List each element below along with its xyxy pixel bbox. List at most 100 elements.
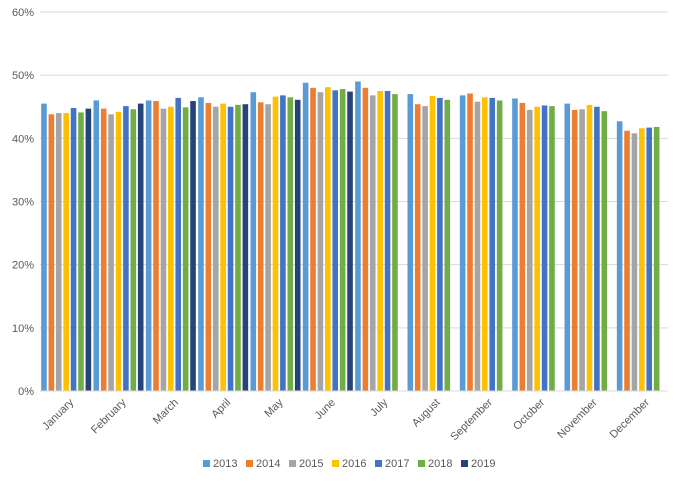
bar-2016-january <box>63 113 69 392</box>
bar-2016-april <box>220 103 226 391</box>
bar-2013-january <box>41 103 47 391</box>
bar-2014-september <box>467 93 473 392</box>
bar-2013-december <box>616 121 623 392</box>
bar-2014-october <box>519 102 526 392</box>
bar-2019-june <box>347 91 353 391</box>
bar-2015-august <box>422 106 428 391</box>
bar-2017-april <box>227 106 234 391</box>
bar-2016-november <box>586 104 593 391</box>
bar-2014-may <box>257 102 264 391</box>
x-tick-label: October <box>511 396 547 432</box>
x-tick-label: September <box>448 396 495 443</box>
legend-label-2018: 2018 <box>428 458 452 470</box>
bar-2014-june <box>310 87 316 392</box>
bar-2016-june <box>325 87 331 391</box>
bar-2013-august <box>407 94 414 391</box>
x-tick-label: March <box>151 397 181 427</box>
bar-2017-september <box>489 97 496 391</box>
bar-2019-march <box>190 101 196 391</box>
bar-2015-july <box>369 95 376 391</box>
bar-2015-may <box>265 104 271 392</box>
bar-2016-september <box>482 97 488 392</box>
legend-swatch-2019 <box>461 460 468 467</box>
bar-2017-october <box>541 105 548 391</box>
bar-2018-march <box>182 107 189 392</box>
legend-label-2014: 2014 <box>256 458 280 470</box>
legend-swatch-2018 <box>418 460 425 467</box>
bar-2013-march <box>145 100 152 391</box>
bar-2014-august <box>414 104 421 392</box>
x-tick-label: May <box>262 396 286 420</box>
bar-2014-april <box>205 102 212 392</box>
y-tick-label: 30% <box>12 197 34 209</box>
bar-2018-may <box>287 97 294 392</box>
bar-2014-november <box>571 109 578 392</box>
bar-2016-may <box>272 96 279 391</box>
bar-2015-september <box>474 101 481 392</box>
y-axis: 0% 10% 20% 30% 40% 50% 60% <box>12 7 34 398</box>
bar-2015-january <box>55 113 62 392</box>
legend-swatch-2016 <box>332 460 339 467</box>
bar-2013-february <box>93 100 100 391</box>
bar-2019-may <box>294 99 301 391</box>
bar-2017-june <box>332 90 339 392</box>
bar-2017-january <box>70 108 77 391</box>
legend-swatch-2017 <box>375 460 382 467</box>
bar-2017-march <box>175 97 182 391</box>
bar-2014-march <box>153 101 159 391</box>
bar-2015-february <box>108 114 114 391</box>
bar-2013-july <box>355 81 361 391</box>
bar-2017-august <box>437 97 443 391</box>
bar-2016-march <box>168 106 174 391</box>
legend-swatch-2013 <box>203 460 210 467</box>
x-tick-label: January <box>40 396 77 433</box>
bar-2016-august <box>429 96 436 392</box>
x-tick-label: April <box>209 397 233 421</box>
gridlines <box>40 11 668 392</box>
bar-2015-march <box>160 108 167 392</box>
bar-2016-december <box>639 128 645 391</box>
bar-2013-november <box>564 103 571 391</box>
bar-2015-october <box>526 109 533 392</box>
bar-2013-october <box>512 98 518 391</box>
bar-2016-october <box>534 106 540 391</box>
legend-label-2013: 2013 <box>213 458 237 470</box>
x-tick-label: February <box>89 396 129 436</box>
x-tick-label: June <box>313 397 338 422</box>
bar-2014-february <box>100 108 107 392</box>
legend-label-2017: 2017 <box>385 458 409 470</box>
bar-2019-february <box>137 103 144 391</box>
legend-swatch-2015 <box>289 460 296 467</box>
bar-2017-november <box>594 106 600 391</box>
bar-2018-january <box>78 112 84 391</box>
x-axis: January February March April May June July Augu… <box>40 390 668 443</box>
bars <box>41 81 660 392</box>
y-tick-label: 10% <box>12 323 34 335</box>
legend-label-2015: 2015 <box>299 458 323 470</box>
bar-2015-november <box>579 109 585 391</box>
legend-swatch-2014 <box>246 460 253 467</box>
bar-2017-may <box>280 95 286 391</box>
legend: 2013 2014 2015 2016 2017 2018 2019 <box>203 458 495 470</box>
bar-2017-december <box>646 127 653 391</box>
bar-2018-september <box>496 100 503 391</box>
bar-2013-september <box>459 95 466 391</box>
y-tick-label: 40% <box>12 133 34 145</box>
bar-2019-april <box>242 104 249 392</box>
bar-2016-february <box>115 111 122 391</box>
bar-2014-july <box>362 87 369 392</box>
bar-2015-april <box>212 106 219 391</box>
bar-2018-april <box>235 104 241 391</box>
bar-2018-december <box>653 126 660 392</box>
bar-2018-february <box>130 109 137 391</box>
x-tick-label: November <box>555 396 600 441</box>
bar-2014-january <box>48 114 55 391</box>
bar-2015-june <box>317 92 324 391</box>
bar-2013-april <box>198 97 204 392</box>
bar-2018-june <box>339 89 346 392</box>
x-tick-label: August <box>410 397 443 430</box>
bar-2013-june <box>302 82 309 391</box>
x-tick-label: July <box>368 396 391 419</box>
y-tick-label: 20% <box>12 260 34 272</box>
